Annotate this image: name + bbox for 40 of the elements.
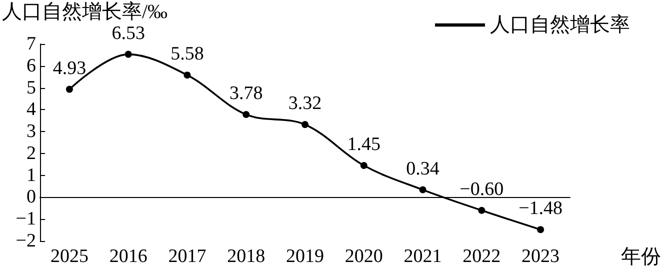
point xyxy=(537,226,544,234)
data-label: −0.60 xyxy=(460,178,504,200)
point xyxy=(124,50,132,58)
y-tick-label: 1 xyxy=(26,164,36,186)
x-tick-label: 2017 xyxy=(168,246,206,267)
point xyxy=(419,186,426,194)
x-tick-label: 2018 xyxy=(227,246,266,267)
x-tick-label: 2023 xyxy=(522,246,560,267)
point xyxy=(242,110,250,118)
data-label: 3.78 xyxy=(229,82,263,104)
x-tick-label: 2019 xyxy=(286,246,324,267)
y-tick-label: −1 xyxy=(16,208,36,230)
y-tick-label: 2 xyxy=(26,142,36,164)
data-label: 5.58 xyxy=(170,44,204,65)
x-tick-label: 2016 xyxy=(109,246,148,267)
data-label: 6.53 xyxy=(112,22,145,44)
y-tick-label: 4 xyxy=(26,99,36,120)
data-label: 1.45 xyxy=(347,134,381,155)
point xyxy=(66,86,73,93)
y-tick-label: 6 xyxy=(26,55,36,76)
y-tick-label: 5 xyxy=(26,77,36,98)
data-label: 4.93 xyxy=(52,58,86,79)
x-tick-label: 2021 xyxy=(404,246,442,267)
point xyxy=(184,72,191,79)
y-tick-label: 0 xyxy=(26,186,36,208)
y-tick-label: −2 xyxy=(16,230,36,252)
point xyxy=(478,206,486,214)
y-tick-label: 7 xyxy=(26,34,36,54)
data-label: 3.32 xyxy=(288,93,322,114)
data-label: 0.34 xyxy=(406,158,440,180)
x-axis-title: 年份 xyxy=(621,246,661,268)
x-tick-label: 2025 xyxy=(50,246,88,267)
x-tick-label: 2022 xyxy=(462,246,501,267)
y-tick-label: 3 xyxy=(26,121,36,142)
point xyxy=(302,121,308,128)
y-axis-title: 人口自然增长率/‰ xyxy=(2,1,168,23)
legend-label: 人口自然增长率 xyxy=(490,14,630,36)
data-label: −1.48 xyxy=(518,198,563,220)
point xyxy=(360,162,368,169)
x-tick-label: 2020 xyxy=(344,246,383,267)
